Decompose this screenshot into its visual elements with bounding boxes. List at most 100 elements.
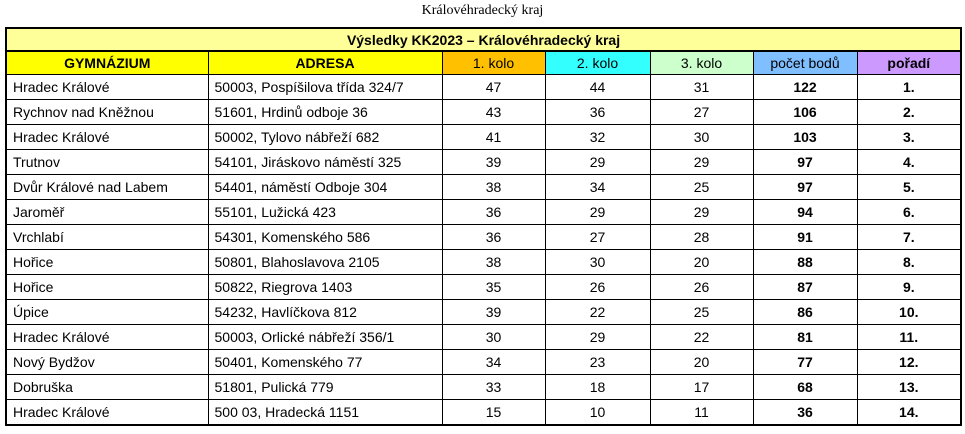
table-cell: 23 [544, 349, 651, 375]
header-row: GYMNÁZIUM ADRESA 1. kolo 2. kolo 3. kolo… [5, 50, 962, 75]
table-cell: 38 [441, 174, 546, 200]
table-cell: 54401, náměstí Odboje 304 [207, 174, 443, 200]
table-row: Vrchlabí 54301, Komenského 586 36 27 28 91 7. [5, 224, 962, 250]
table-cell: 94 [752, 199, 858, 225]
table-row: Hořice 50822, Riegrova 1403 35 26 26 87 9. [5, 274, 962, 300]
table-cell: 8. [856, 249, 962, 275]
table-cell: 500 03, Hradecká 1151 [207, 399, 443, 426]
table-cell: 20 [649, 249, 754, 275]
table-cell: 9. [856, 274, 962, 300]
table-cell: Hradec Králové [5, 324, 209, 350]
title-row: Výsledky KK2023 – Královéhradecký kraj [5, 27, 962, 52]
table-cell: Hradec Králové [5, 399, 209, 426]
table-cell: 25 [649, 299, 754, 325]
table-cell: 36 [544, 99, 651, 125]
table-cell: 44 [544, 74, 651, 100]
table-cell: 22 [544, 299, 651, 325]
table-cell: 68 [752, 374, 858, 400]
table-cell: 32 [544, 124, 651, 150]
table-cell: 39 [441, 299, 546, 325]
table-body: Hradec Králové 50003, Pospíšilova třída 3… [5, 74, 962, 426]
table-cell: 27 [544, 224, 651, 250]
table-row: Dvůr Králové nad Labem 54401, náměstí Odb… [5, 174, 962, 200]
table-cell: Trutnov [5, 149, 209, 175]
table-cell: 50003, Pospíšilova třída 324/7 [207, 74, 443, 100]
table-cell: 28 [649, 224, 754, 250]
table-row: Rychnov nad Kněžnou 51601, Hrdinů odboje … [5, 99, 962, 125]
table-cell: 26 [649, 274, 754, 300]
table-cell: 30 [441, 324, 546, 350]
table-cell: 91 [752, 224, 858, 250]
table-cell: 38 [441, 249, 546, 275]
table-cell: 3. [856, 124, 962, 150]
table-cell: 54301, Komenského 586 [207, 224, 443, 250]
table-cell: 50401, Komenského 77 [207, 349, 443, 375]
table-cell: 13. [856, 374, 962, 400]
table-row: Úpice 54232, Havlíčkova 812 39 22 25 86 10. [5, 299, 962, 325]
table-cell: 87 [752, 274, 858, 300]
table-cell: 10 [544, 399, 651, 426]
header-cell: pořadí [856, 50, 962, 75]
table-cell: 31 [649, 74, 754, 100]
table-cell: 25 [649, 174, 754, 200]
table-cell: 6. [856, 199, 962, 225]
table-cell: 27 [649, 99, 754, 125]
table-cell: 11. [856, 324, 962, 350]
table-cell: 29 [649, 149, 754, 175]
table-cell: 22 [649, 324, 754, 350]
table-cell: 2. [856, 99, 962, 125]
table-cell: 51601, Hrdinů odboje 36 [207, 99, 443, 125]
table-cell: 29 [544, 324, 651, 350]
table-cell: 97 [752, 174, 858, 200]
table-cell: 5. [856, 174, 962, 200]
table-cell: 36 [752, 399, 858, 426]
table-cell: 11 [649, 399, 754, 426]
table-cell: 29 [544, 199, 651, 225]
table-cell: 106 [752, 99, 858, 125]
caption: Královéhradecký kraj [421, 3, 544, 18]
table-cell: 86 [752, 299, 858, 325]
table-cell: 7. [856, 224, 962, 250]
table-cell: Dvůr Králové nad Labem [5, 174, 209, 200]
table-row: Hradec Králové 50002, Tylovo nábřeží 682 4… [5, 124, 962, 150]
table-cell: 122 [752, 74, 858, 100]
table-cell: 81 [752, 324, 858, 350]
table-cell: 30 [649, 124, 754, 150]
table-cell: 88 [752, 249, 858, 275]
table-cell: 54101, Jiráskovo náměstí 325 [207, 149, 443, 175]
table-cell: Rychnov nad Kněžnou [5, 99, 209, 125]
table-cell: Hradec Králové [5, 74, 209, 100]
table-row: Nový Bydžov 50401, Komenského 77 34 23 20 77 1… [5, 349, 962, 375]
table-cell: 41 [441, 124, 546, 150]
table-cell: 30 [544, 249, 651, 275]
table-cell: 39 [441, 149, 546, 175]
table-cell: 1. [856, 74, 962, 100]
table-cell: 10. [856, 299, 962, 325]
header-cell: 2. kolo [544, 50, 651, 75]
table-cell: Dobruška [5, 374, 209, 400]
table-cell: 33 [441, 374, 546, 400]
header-cell: GYMNÁZIUM [5, 50, 209, 75]
table-cell: 51801, Pulická 779 [207, 374, 443, 400]
table-cell: 14. [856, 399, 962, 426]
table-cell: 29 [649, 199, 754, 225]
table-cell: 43 [441, 99, 546, 125]
table-cell: 12. [856, 349, 962, 375]
table-cell: 34 [544, 174, 651, 200]
table-cell: Hořice [5, 249, 209, 275]
header-cell: 3. kolo [649, 50, 754, 75]
table-cell: 36 [441, 199, 546, 225]
table-cell: 50002, Tylovo nábřeží 682 [207, 124, 443, 150]
header-cell: počet bodů [752, 50, 858, 75]
table-cell: 20 [649, 349, 754, 375]
table-cell: Úpice [5, 299, 209, 325]
table-cell: 77 [752, 349, 858, 375]
table-cell: 35 [441, 274, 546, 300]
table-cell: Hradec Králové [5, 124, 209, 150]
table-cell: 18 [544, 374, 651, 400]
table-cell: 4. [856, 149, 962, 175]
table-cell: 15 [441, 399, 546, 426]
table-row: Hradec Králové 50003, Orlické nábřeží 356… [5, 324, 962, 350]
table-cell: 55101, Lužická 423 [207, 199, 443, 225]
